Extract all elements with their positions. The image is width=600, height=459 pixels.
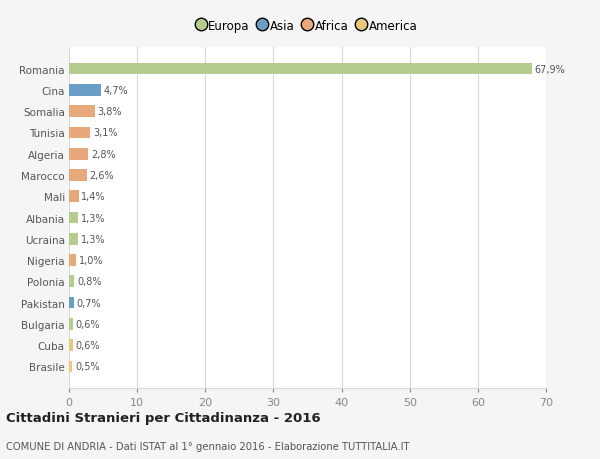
Text: 3,1%: 3,1% <box>93 128 118 138</box>
Text: 4,7%: 4,7% <box>104 86 128 95</box>
Text: 1,3%: 1,3% <box>80 234 105 244</box>
Text: 0,6%: 0,6% <box>76 319 100 329</box>
Bar <box>69 297 74 309</box>
Bar <box>69 149 88 160</box>
Bar <box>69 234 78 245</box>
Bar <box>69 255 76 266</box>
Bar <box>69 170 87 181</box>
Text: 0,6%: 0,6% <box>76 341 100 350</box>
Bar <box>69 361 73 372</box>
Legend: Europa, Asia, Africa, America: Europa, Asia, Africa, America <box>198 20 417 33</box>
Text: 0,7%: 0,7% <box>76 298 101 308</box>
Bar <box>69 276 74 287</box>
Text: Cittadini Stranieri per Cittadinanza - 2016: Cittadini Stranieri per Cittadinanza - 2… <box>6 412 320 425</box>
Bar <box>69 106 95 118</box>
Bar <box>69 318 73 330</box>
Bar <box>69 127 90 139</box>
Bar <box>69 340 73 351</box>
Text: COMUNE DI ANDRIA - Dati ISTAT al 1° gennaio 2016 - Elaborazione TUTTITALIA.IT: COMUNE DI ANDRIA - Dati ISTAT al 1° genn… <box>6 441 409 451</box>
Text: 2,6%: 2,6% <box>89 171 114 180</box>
Text: 2,8%: 2,8% <box>91 149 115 159</box>
Text: 0,5%: 0,5% <box>75 362 100 372</box>
Text: 1,3%: 1,3% <box>80 213 105 223</box>
Text: 67,9%: 67,9% <box>535 64 565 74</box>
Bar <box>69 191 79 202</box>
Bar <box>69 212 78 224</box>
Text: 3,8%: 3,8% <box>98 107 122 117</box>
Bar <box>69 64 532 75</box>
Text: 0,8%: 0,8% <box>77 277 101 287</box>
Text: 1,0%: 1,0% <box>79 256 103 265</box>
Bar <box>69 85 101 96</box>
Text: 1,4%: 1,4% <box>81 192 106 202</box>
